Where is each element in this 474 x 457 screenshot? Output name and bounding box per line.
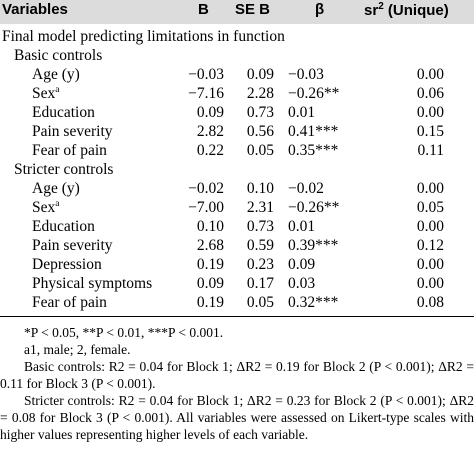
footnote-sex-coding: a1, male; 2, female. bbox=[24, 342, 131, 357]
table-row: Age (y) −0.02 0.10 −0.02 0.00 bbox=[0, 180, 474, 200]
cell-se-b: 0.23 bbox=[246, 256, 274, 273]
table-bottom-rule bbox=[0, 316, 474, 317]
cell-se-b: 0.56 bbox=[246, 123, 274, 140]
cell-b: −0.03 bbox=[188, 66, 224, 83]
cell-b: −0.02 bbox=[188, 180, 224, 197]
group-title: Stricter controls bbox=[14, 161, 114, 178]
cell-variable: Age (y) bbox=[32, 180, 80, 197]
cell-variable: Sexa bbox=[32, 85, 60, 102]
cell-beta: −0.02 bbox=[288, 180, 324, 197]
table-row: Pain severity 2.68 0.59 0.39*** 0.12 bbox=[0, 237, 474, 257]
table-row: Sexa −7.16 2.28 −0.26** 0.06 bbox=[0, 85, 474, 105]
cell-se-b: 0.17 bbox=[246, 275, 274, 292]
group-title: Basic controls bbox=[14, 47, 103, 64]
table-row: Sexa −7.00 2.31 −0.26** 0.05 bbox=[0, 199, 474, 219]
header-sr2-unique: sr2 (Unique) bbox=[364, 1, 449, 19]
cell-sr2: 0.00 bbox=[416, 275, 444, 292]
header-sr-suffix: (Unique) bbox=[383, 2, 449, 19]
cell-sr2: 0.12 bbox=[416, 237, 444, 254]
cell-variable: Pain severity bbox=[32, 237, 113, 254]
footnote-stricter-controls: Stricter controls: R2 = 0.04 for Block 1… bbox=[0, 393, 474, 442]
table-row: Fear of pain 0.22 0.05 0.35*** 0.11 bbox=[0, 142, 474, 162]
cell-sr2: 0.00 bbox=[416, 256, 444, 273]
cell-se-b: 0.73 bbox=[246, 218, 274, 235]
cell-se-b: 0.73 bbox=[246, 104, 274, 121]
cell-b: −7.00 bbox=[188, 199, 224, 216]
cell-beta: −0.26** bbox=[288, 85, 340, 102]
cell-se-b: 0.59 bbox=[246, 237, 274, 254]
header-se-b: SE B bbox=[235, 1, 271, 18]
cell-sr2: 0.11 bbox=[417, 142, 444, 159]
table-row: Physical symptoms 0.09 0.17 0.03 0.00 bbox=[0, 275, 474, 295]
table-row: Fear of pain 0.19 0.05 0.32*** 0.08 bbox=[0, 294, 474, 314]
footnote-significance: *P < 0.05, **P < 0.01, ***P < 0.001. bbox=[24, 325, 224, 340]
cell-beta: 0.01 bbox=[288, 104, 316, 121]
cell-beta: 0.09 bbox=[288, 256, 316, 273]
cell-beta: 0.03 bbox=[288, 275, 316, 292]
cell-se-b: 0.09 bbox=[246, 66, 274, 83]
section-title: Final model predicting limitations in fu… bbox=[2, 28, 285, 45]
cell-variable: Depression bbox=[32, 256, 102, 273]
cell-variable: Education bbox=[32, 104, 95, 121]
cell-variable: Fear of pain bbox=[32, 142, 107, 159]
cell-b: 0.10 bbox=[196, 218, 224, 235]
header-beta: β bbox=[315, 1, 325, 18]
footnote-basic-controls: Basic controls: R2 = 0.04 for Block 1; Δ… bbox=[0, 359, 474, 391]
cell-sr2: 0.06 bbox=[416, 85, 444, 102]
cell-sr2: 0.05 bbox=[416, 199, 444, 216]
cell-b: 0.09 bbox=[196, 104, 224, 121]
cell-b: 0.22 bbox=[196, 142, 224, 159]
cell-sr2: 0.08 bbox=[416, 294, 444, 311]
cell-sr2: 0.00 bbox=[416, 180, 444, 197]
cell-beta: 0.39*** bbox=[288, 237, 339, 254]
cell-beta: 0.35*** bbox=[288, 142, 339, 159]
cell-b: 0.19 bbox=[196, 256, 224, 273]
table-row: Education 0.10 0.73 0.01 0.00 bbox=[0, 218, 474, 238]
cell-beta: 0.01 bbox=[288, 218, 316, 235]
table-row: Age (y) −0.03 0.09 −0.03 0.00 bbox=[0, 66, 474, 86]
cell-se-b: 0.05 bbox=[246, 294, 274, 311]
cell-b: 0.09 bbox=[196, 275, 224, 292]
header-sr-base: sr bbox=[364, 2, 379, 19]
cell-variable: Pain severity bbox=[32, 123, 113, 140]
cell-variable: Age (y) bbox=[32, 66, 80, 83]
cell-b: 2.82 bbox=[196, 123, 224, 140]
cell-se-b: 2.31 bbox=[246, 199, 274, 216]
cell-se-b: 2.28 bbox=[246, 85, 274, 102]
cell-beta: −0.26** bbox=[288, 199, 340, 216]
table-row: Pain severity 2.82 0.56 0.41*** 0.15 bbox=[0, 123, 474, 143]
cell-variable: Sexa bbox=[32, 199, 60, 216]
cell-se-b: 0.10 bbox=[246, 180, 274, 197]
cell-b: 2.68 bbox=[196, 237, 224, 254]
cell-variable: Fear of pain bbox=[32, 294, 107, 311]
cell-sr2: 0.00 bbox=[416, 104, 444, 121]
cell-b: −7.16 bbox=[188, 85, 224, 102]
header-variables: Variables bbox=[2, 1, 68, 18]
cell-beta: 0.32*** bbox=[288, 294, 339, 311]
cell-sr2: 0.00 bbox=[416, 66, 444, 83]
cell-se-b: 0.05 bbox=[246, 142, 274, 159]
cell-variable: Physical symptoms bbox=[32, 275, 153, 292]
header-sr-sup: 2 bbox=[378, 1, 384, 12]
table-header: Variables B SE B β sr2 (Unique) bbox=[0, 0, 474, 24]
table-row: Depression 0.19 0.23 0.09 0.00 bbox=[0, 256, 474, 276]
cell-sr2: 0.15 bbox=[416, 123, 444, 140]
cell-variable: Education bbox=[32, 218, 95, 235]
cell-beta: 0.41*** bbox=[288, 123, 339, 140]
header-b: B bbox=[198, 1, 209, 18]
cell-sr2: 0.00 bbox=[416, 218, 444, 235]
cell-b: 0.19 bbox=[196, 294, 224, 311]
table-row: Education 0.09 0.73 0.01 0.00 bbox=[0, 104, 474, 124]
table-footnotes: *P < 0.05, **P < 0.01, ***P < 0.001. a1,… bbox=[0, 324, 474, 443]
cell-beta: −0.03 bbox=[288, 66, 324, 83]
